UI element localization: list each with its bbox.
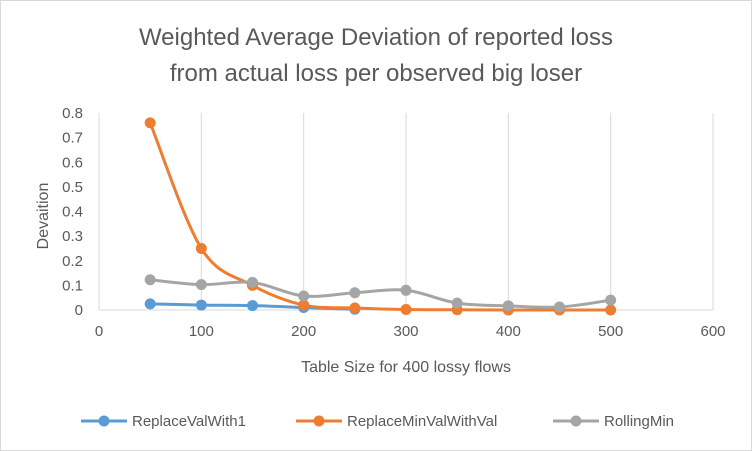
y-tick-label: 0.3 <box>62 228 83 245</box>
y-tick-label: 0 <box>75 302 83 319</box>
plot-series <box>144 117 617 316</box>
data-point <box>247 276 258 288</box>
legend-swatch-marker <box>98 415 110 427</box>
data-point <box>502 300 514 312</box>
data-point <box>144 274 156 286</box>
data-point <box>451 297 463 309</box>
y-tick-label: 0.8 <box>62 105 83 122</box>
x-tick-label: 400 <box>496 323 521 340</box>
series-1 <box>144 117 617 316</box>
data-point <box>298 290 310 302</box>
x-tick-label: 500 <box>598 323 623 340</box>
legend-label: ReplaceMinValWithVal <box>347 413 497 430</box>
data-point <box>144 117 156 129</box>
legend-item: RollingMin <box>553 413 674 430</box>
legend-label: RollingMin <box>604 413 674 430</box>
y-axis-title: Devaition <box>35 183 52 250</box>
chart-title: Weighted Average Deviation of reported l… <box>139 24 613 87</box>
data-point <box>400 284 412 296</box>
data-point <box>298 299 310 311</box>
legend-swatch-marker <box>570 415 582 427</box>
series-line <box>150 278 611 309</box>
data-point <box>195 279 207 291</box>
x-tick-label: 300 <box>393 323 418 340</box>
legend-item: ReplaceMinValWithVal <box>296 413 497 430</box>
x-tick-label: 600 <box>700 323 725 340</box>
x-tick-labels: 0 100 200 300 400 500 600 <box>95 323 726 340</box>
chart-title-line-2: from actual loss per observed big loser <box>170 60 582 87</box>
legend: ReplaceValWith1 ReplaceMinValWithVal Rolli… <box>81 413 674 430</box>
y-tick-label: 0.4 <box>62 204 83 221</box>
x-tick-label: 200 <box>291 323 316 340</box>
y-tick-label: 0.1 <box>62 277 83 294</box>
x-tick-label: 0 <box>95 323 103 340</box>
gridlines <box>200 113 714 310</box>
legend-item: ReplaceValWith1 <box>81 413 246 430</box>
chart-title-line-1: Weighted Average Deviation of reported l… <box>139 24 613 51</box>
data-point <box>349 287 361 299</box>
series-line <box>148 122 611 312</box>
y-tick-label: 0.7 <box>62 130 83 147</box>
data-point <box>195 242 207 254</box>
x-axis-title: Table Size for 400 lossy flows <box>301 359 511 376</box>
y-tick-label: 0.2 <box>62 253 83 270</box>
data-point <box>195 299 207 311</box>
x-tick-label: 100 <box>189 323 214 340</box>
data-point <box>605 304 617 316</box>
legend-swatch-marker <box>313 415 325 427</box>
data-point <box>605 294 617 306</box>
data-point <box>247 300 258 312</box>
data-point <box>349 302 361 314</box>
data-point <box>144 298 156 310</box>
data-point <box>554 301 565 313</box>
y-tick-label: 0.6 <box>62 154 83 171</box>
data-point <box>400 304 412 316</box>
legend-label: ReplaceValWith1 <box>132 413 246 430</box>
y-tick-label: 0.5 <box>62 179 83 196</box>
y-tick-labels: 0 0.1 0.2 0.3 0.4 0.5 0.6 0.7 0.8 <box>62 105 83 319</box>
series-2 <box>144 274 617 313</box>
